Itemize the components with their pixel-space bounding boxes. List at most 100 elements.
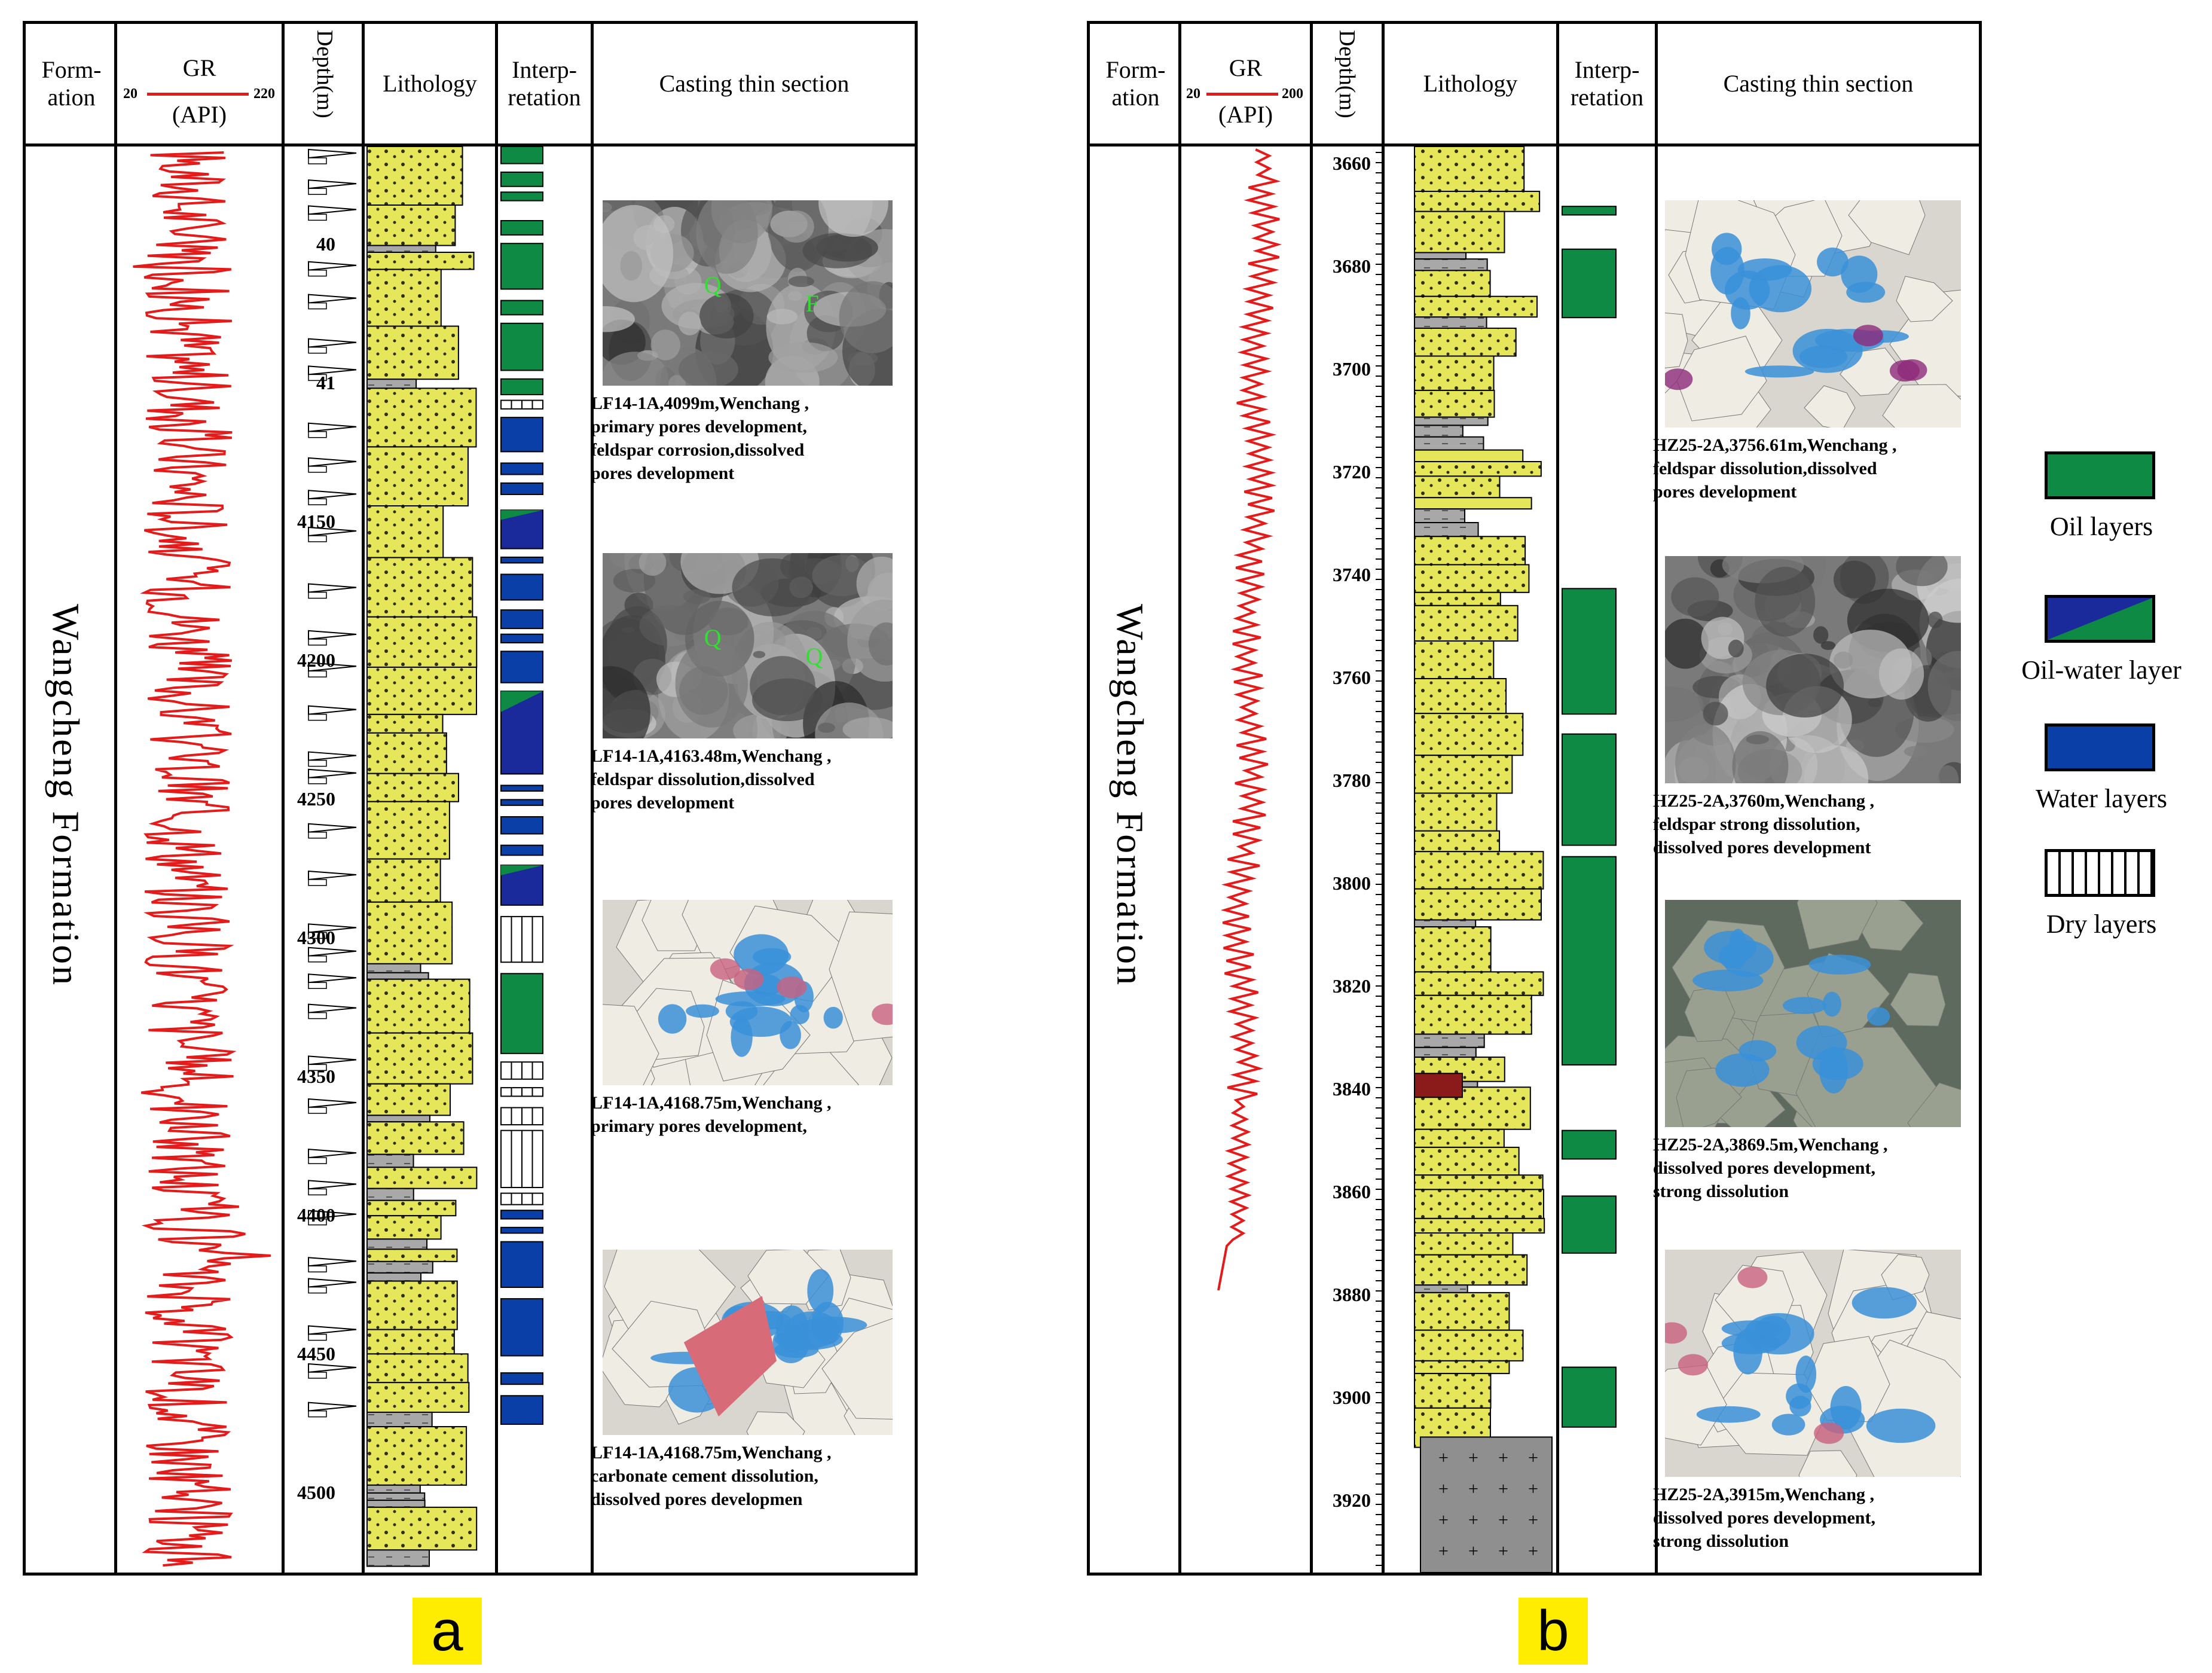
interval-water bbox=[500, 1241, 543, 1289]
svg-text:F: F bbox=[806, 290, 819, 317]
depth-tick: 3880 bbox=[1333, 1284, 1371, 1305]
svg-text:+: + bbox=[1498, 1510, 1508, 1529]
thin-section-caption: LF14-1A,4168.75m,Wenchang , carbonate ce… bbox=[591, 1443, 832, 1509]
interval-water bbox=[500, 1395, 543, 1425]
thin-section-caption: HZ25-2A,3760m,Wenchang , feldspar strong… bbox=[1653, 791, 1875, 857]
gr-scale-bar bbox=[147, 93, 249, 96]
depth-scale-b bbox=[1376, 152, 1382, 1566]
legend-label-oil: Oil layers bbox=[2049, 512, 2153, 541]
depth-tick: 4200 bbox=[297, 649, 335, 671]
depth-tick: 3900 bbox=[1333, 1387, 1371, 1408]
svg-text:+: + bbox=[1468, 1479, 1478, 1498]
lithology-header: Lithology bbox=[383, 70, 477, 97]
gr-title: GR bbox=[182, 54, 216, 81]
interpretation-column-b bbox=[1562, 206, 1617, 1428]
svg-text:+: + bbox=[1468, 1510, 1478, 1529]
interval-water bbox=[500, 1210, 543, 1220]
thin-section-caption: LF14-1A,4168.75m,Wenchang , primary pore… bbox=[591, 1093, 832, 1136]
interval-water bbox=[500, 799, 543, 806]
interval-oil bbox=[1562, 248, 1617, 319]
depth-tick: 4450 bbox=[297, 1343, 335, 1364]
svg-text:Q: Q bbox=[806, 643, 823, 670]
interval-water bbox=[500, 573, 543, 601]
depth-tick: 3700 bbox=[1333, 358, 1371, 380]
interval-water bbox=[500, 651, 543, 683]
interval-water bbox=[500, 482, 543, 495]
gr-scale-bar bbox=[1206, 93, 1278, 96]
interval-water bbox=[500, 1226, 543, 1234]
lithology-header: Lithology bbox=[1423, 70, 1518, 97]
svg-text:Q: Q bbox=[704, 624, 722, 651]
depth-tick: 4150 bbox=[297, 511, 335, 532]
interval-oil-water bbox=[500, 865, 543, 906]
depth-tick: 4500 bbox=[297, 1482, 335, 1503]
depth-tick: 3840 bbox=[1333, 1078, 1371, 1100]
interval-water bbox=[500, 417, 543, 453]
interval-dry bbox=[500, 915, 543, 963]
interval-dry bbox=[500, 1107, 543, 1126]
gr-min: 20 bbox=[1186, 86, 1200, 102]
interval-water bbox=[500, 1298, 543, 1357]
depth-header: Depth(m) bbox=[1334, 30, 1359, 118]
thin-section-header: Casting thin section bbox=[659, 70, 850, 97]
interval-oil bbox=[1562, 1195, 1617, 1254]
lithology-column-a bbox=[366, 146, 478, 1567]
svg-text:+: + bbox=[1528, 1510, 1538, 1529]
interval-dry bbox=[500, 1061, 543, 1080]
svg-text:Q: Q bbox=[704, 271, 722, 298]
interval-water bbox=[500, 816, 543, 835]
interpretation-column-a bbox=[500, 146, 543, 1425]
gr-curve-a bbox=[133, 151, 271, 1567]
svg-text:+: + bbox=[1438, 1541, 1449, 1561]
depth-tick: 40 bbox=[316, 233, 335, 255]
interpretation-header: Interp- retation bbox=[508, 56, 581, 111]
gr-curve-b bbox=[1217, 148, 1282, 1291]
interval-oil bbox=[1562, 1366, 1617, 1428]
interval-dry bbox=[500, 399, 543, 410]
depth-symbols-a bbox=[308, 148, 357, 1418]
svg-text:+: + bbox=[1468, 1448, 1478, 1467]
thin-section-caption: LF14-1A,4163.48m,Wenchang , feldspar dis… bbox=[591, 746, 832, 813]
legend-swatch-oil bbox=[2045, 451, 2155, 499]
gr-header: GR 20 220 (API) bbox=[117, 24, 282, 144]
legend-swatch-oil-water bbox=[2045, 595, 2155, 643]
thin-section-photo bbox=[1665, 200, 1961, 428]
interval-oil bbox=[1562, 588, 1617, 715]
panel-a: Form- ation GR 20 220 (API) Depth(m) Lit… bbox=[23, 21, 918, 1576]
thin-section-photo bbox=[1665, 556, 1961, 783]
thin-section-header: Casting thin section bbox=[1723, 70, 1914, 97]
interval-oil-water bbox=[500, 691, 543, 775]
thin-section-photo bbox=[1665, 900, 1961, 1127]
interval-water bbox=[500, 609, 543, 630]
interval-water bbox=[500, 633, 543, 643]
thin-section-photo bbox=[1665, 1250, 1961, 1477]
gr-unit: (API) bbox=[172, 101, 227, 128]
interval-oil bbox=[1562, 1129, 1617, 1160]
interval-oil bbox=[500, 146, 543, 164]
thin-section-caption: LF14-1A,4099m,Wenchang , primary pores d… bbox=[591, 393, 809, 483]
interval-oil bbox=[500, 378, 543, 395]
panel-b: Form- ation GR 20 200 (API) Depth(m) Lit… bbox=[1087, 21, 1982, 1576]
lithology-column-b: + + + + + + + + + + + + + + + + bbox=[1414, 146, 1553, 1573]
thin-section-photo bbox=[603, 1250, 893, 1435]
interval-oil bbox=[500, 191, 543, 202]
panel-label-a: a bbox=[413, 1598, 482, 1665]
interval-oil bbox=[1562, 733, 1617, 846]
svg-text:+: + bbox=[1438, 1510, 1449, 1529]
svg-text:+: + bbox=[1438, 1448, 1449, 1467]
interval-water bbox=[500, 1372, 543, 1385]
interval-dry bbox=[500, 1192, 543, 1205]
panel-label-b: b bbox=[1519, 1598, 1588, 1665]
depth-tick: 3740 bbox=[1333, 564, 1371, 585]
interval-oil bbox=[500, 243, 543, 290]
interval-water bbox=[500, 844, 543, 856]
formation-header: Form- ation bbox=[41, 56, 102, 111]
gr-max: 220 bbox=[253, 86, 275, 102]
gr-title: GR bbox=[1229, 54, 1263, 81]
svg-text:+: + bbox=[1468, 1541, 1478, 1561]
gr-min: 20 bbox=[123, 86, 138, 102]
interval-oil bbox=[500, 300, 543, 316]
depth-tick: 3860 bbox=[1333, 1181, 1371, 1202]
interval-dry bbox=[500, 1129, 543, 1189]
legend-swatch-dry bbox=[2045, 849, 2155, 897]
